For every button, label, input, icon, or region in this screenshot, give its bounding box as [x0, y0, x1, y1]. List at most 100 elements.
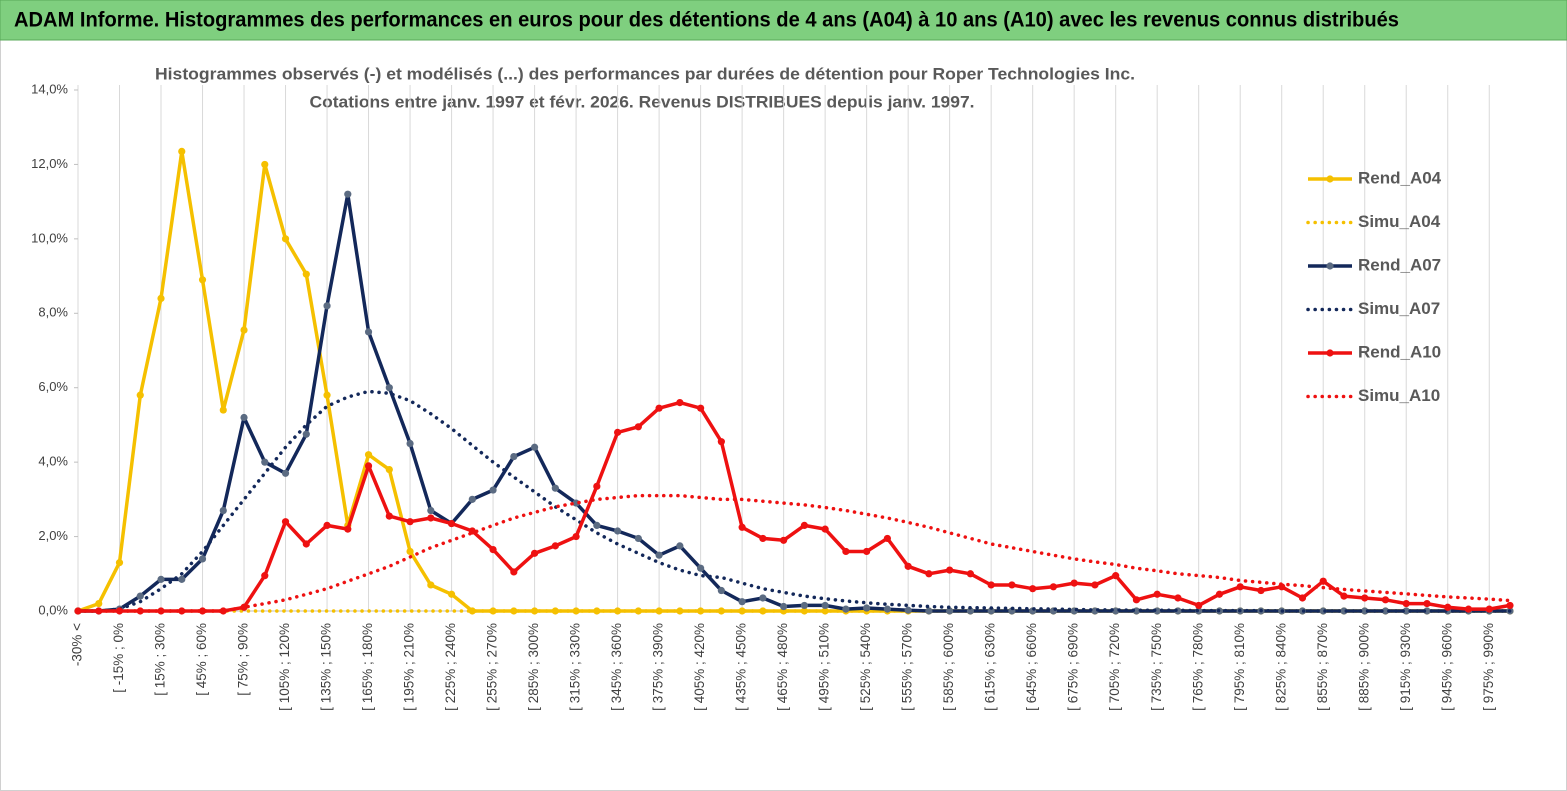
data-point [966, 607, 975, 615]
x-tick-label: [ 15% ; 30% [153, 623, 168, 696]
x-tick-label: [ 435% ; 450% [734, 623, 749, 711]
data-point [925, 570, 933, 578]
data-point [198, 555, 207, 563]
data-point [1298, 594, 1307, 602]
data-point [1236, 583, 1244, 591]
data-point [427, 506, 435, 515]
data-point [904, 562, 912, 570]
data-point [1112, 607, 1120, 615]
data-point [136, 592, 144, 600]
data-point [842, 547, 850, 556]
data-point [676, 399, 684, 407]
data-point [800, 601, 808, 610]
data-point [697, 564, 705, 572]
y-tick-label: 12,0% [31, 156, 68, 171]
data-point [1381, 607, 1390, 615]
data-point [510, 568, 518, 576]
data-point [946, 566, 954, 574]
legend-marker [1326, 349, 1334, 357]
data-point [510, 452, 518, 461]
x-tick-label: [ 795% ; 810% [1232, 623, 1247, 711]
x-tick-label: [ 945% ; 960% [1439, 623, 1454, 711]
data-point [800, 521, 808, 530]
data-point [115, 559, 124, 567]
data-point [1195, 601, 1203, 610]
data-point [800, 607, 808, 615]
data-point [821, 525, 829, 533]
x-tick-label: [ 585% ; 600% [941, 623, 956, 711]
data-point [530, 443, 539, 451]
data-point [198, 276, 207, 284]
x-tick-label: [ 75% ; 90% [236, 623, 251, 696]
data-point [572, 532, 580, 541]
x-tick-label: [ -15% ; 0% [111, 623, 126, 693]
data-point [95, 599, 103, 608]
data-point [136, 391, 144, 399]
data-point [530, 607, 539, 615]
data-point [157, 294, 165, 302]
data-point [717, 607, 725, 615]
x-tick-label: [ 645% ; 660% [1024, 623, 1039, 711]
data-point [178, 147, 186, 156]
data-point [987, 581, 995, 589]
x-tick-label: [ 255% ; 270% [485, 623, 500, 711]
data-point [593, 482, 601, 490]
data-point [302, 430, 310, 438]
data-point [406, 547, 414, 556]
x-tick-label: [ 465% ; 480% [775, 623, 790, 711]
data-point [1112, 572, 1120, 580]
data-point [240, 326, 248, 334]
data-point [1506, 601, 1514, 610]
data-point [530, 549, 539, 557]
y-tick-label: 6,0% [38, 379, 68, 394]
chart-title: Histogrammes observés (-) et modélisés (… [155, 64, 1135, 83]
data-point [1153, 590, 1161, 598]
x-tick-label: [ 285% ; 300% [526, 623, 541, 711]
series-line [78, 400, 1511, 613]
data-point [1340, 592, 1348, 600]
data-point [468, 495, 476, 503]
y-tick-label: 10,0% [31, 230, 68, 245]
x-tick-label: [ 315% ; 330% [568, 623, 583, 711]
data-point [1402, 599, 1410, 608]
y-tick-label: 14,0% [31, 81, 68, 96]
data-point [925, 607, 933, 615]
x-tick-label: [ 165% ; 180% [360, 623, 375, 711]
data-point [281, 469, 290, 477]
y-tick-label: 2,0% [38, 528, 68, 543]
data-point [1464, 605, 1473, 613]
series-line [76, 389, 1512, 613]
series-line [76, 493, 1512, 613]
data-point [281, 518, 290, 526]
data-point [468, 607, 476, 615]
data-point [551, 542, 559, 550]
banner: ADAM Informe. Histogrammes des performan… [14, 9, 1399, 32]
data-point [738, 523, 746, 531]
data-point [613, 527, 622, 535]
data-point [1215, 590, 1224, 598]
data-point [385, 512, 393, 520]
data-point [447, 519, 456, 528]
data-point [157, 607, 165, 615]
x-tick-label: [ 825% ; 840% [1273, 623, 1288, 711]
data-point [178, 575, 186, 583]
data-point [385, 384, 393, 392]
data-point [634, 534, 642, 543]
data-point [1008, 581, 1016, 589]
data-point [863, 604, 871, 612]
data-point [219, 506, 227, 515]
data-point [261, 458, 269, 466]
data-point [219, 607, 227, 615]
data-point [323, 391, 331, 399]
data-point [759, 594, 767, 602]
data-point [1444, 603, 1452, 611]
data-point [1319, 577, 1327, 585]
x-tick-label: [ 855% ; 870% [1315, 623, 1330, 711]
data-point [655, 551, 663, 559]
x-tick-label: [ 135% ; 150% [319, 623, 334, 711]
data-point [364, 462, 373, 470]
data-point [489, 607, 497, 615]
data-point [655, 404, 663, 412]
legend-label: Rend_A07 [1358, 255, 1441, 274]
data-point [178, 607, 186, 615]
